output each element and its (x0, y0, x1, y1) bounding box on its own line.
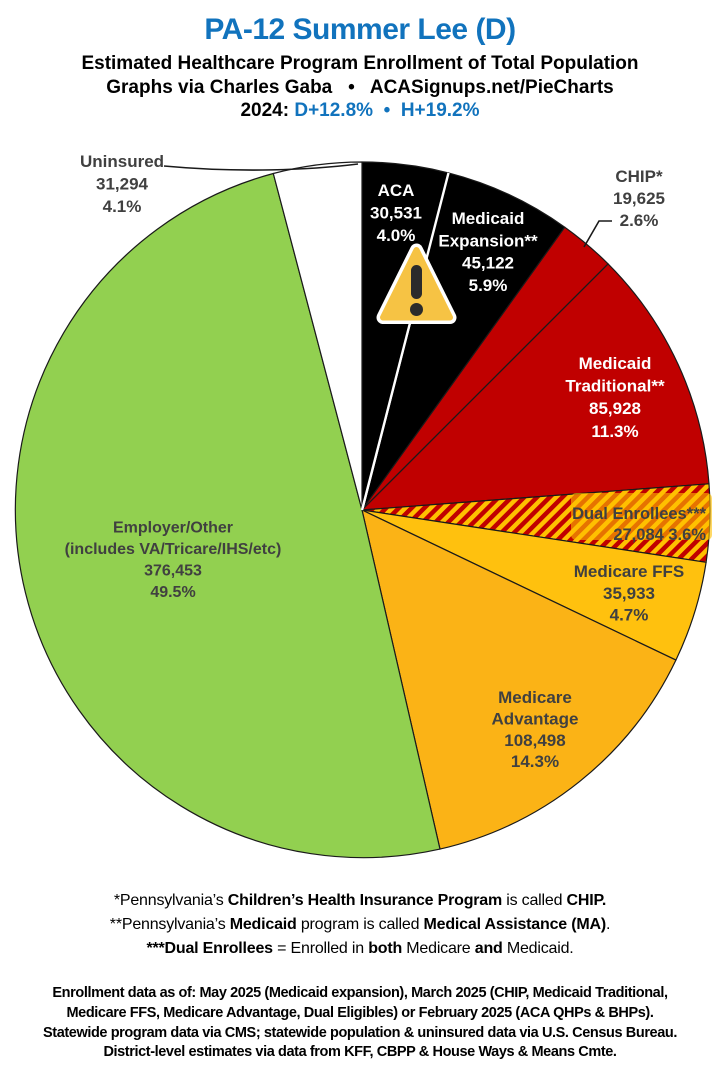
text-segment: 2024: (240, 100, 295, 121)
text-segment: Children’s Health Insurance Program (227, 892, 503, 909)
page-title: PA-12 Summer Lee (D) (204, 13, 516, 46)
text-segment: ***Dual Enrollees (146, 940, 273, 957)
text-segment: Medicaid. (502, 940, 574, 957)
pie-label-chip: CHIP* 19,625 2.6% (613, 167, 665, 230)
pie-label-medicaid-expansion: Medicaid Expansion** 45,122 5.9% (438, 209, 538, 295)
footnote-line: **Pennsylvania’s Medicaid program is cal… (0, 913, 720, 937)
text-segment: . (601, 892, 607, 909)
source-note-line: Enrollment data as of: May 2025 (Medicai… (52, 985, 668, 1001)
pie-label-aca: ACA 30,531 4.0% (370, 181, 422, 245)
text-segment: program is called (296, 916, 424, 933)
leader-line-chip (583, 220, 612, 248)
pie-slice-medicare-advantage (361, 509, 677, 850)
text-segment: Medical Assistance (MA) (423, 916, 607, 933)
footnote-line: *Pennsylvania’s Children’s Health Insura… (0, 889, 720, 913)
source-note: Enrollment data as of: May 2025 (Medicai… (0, 984, 720, 1063)
pie-label-medicare-ffs: Medicare FFS 35,933 4.7% (574, 562, 685, 625)
text-segment: • (373, 100, 401, 121)
leader-line-uninsured (163, 163, 359, 171)
text-segment: both (368, 940, 403, 957)
pie-label-dual-enrollees: Dual Enrollees*** 27,084 3.6% (572, 505, 706, 544)
text-segment: H+19.2% (400, 100, 480, 121)
pie-slice-uninsured (272, 161, 363, 511)
pie-label-medicaid-traditional: Medicaid Traditional** 85,928 11.3% (565, 354, 665, 441)
partisan-lean-line: 2024: D+12.8% • H+19.2% (0, 100, 720, 122)
text-segment: CHIP (566, 892, 603, 909)
text-segment: and (474, 940, 503, 957)
pie-label-medicare-advantage: Medicare Advantage 108,498 14.3% (492, 688, 579, 771)
text-segment: is called (502, 892, 567, 909)
source-note-line: Medicare FFS, Medicare Advantage, Dual E… (66, 1004, 654, 1021)
text-segment: **Pennsylvania’s (109, 916, 230, 933)
pie-label-employer-other: Employer/Other (includes VA/Tricare/IHS/e… (65, 520, 282, 601)
credit-line: Graphs via Charles Gaba • ACASignups.net… (106, 77, 614, 98)
chart-subtitle: Estimated Healthcare Program Enrollment … (81, 53, 639, 74)
source-note-line: District-level estimates via data from K… (103, 1044, 617, 1061)
text-segment: Medicare (402, 940, 475, 957)
text-segment: Medicaid (229, 916, 297, 933)
source-note-line: Statewide program data via CMS; statewid… (43, 1024, 677, 1041)
pie-slice-medicaid-expansion (361, 172, 566, 511)
text-segment: *Pennsylvania’s (113, 892, 228, 909)
warning-triangle-icon (362, 243, 457, 509)
text-segment: D+12.8% (294, 100, 374, 121)
text-segment: . (605, 916, 611, 933)
text-segment: = Enrolled in (272, 940, 369, 957)
footnotes: *Pennsylvania’s Children’s Health Insura… (0, 889, 720, 961)
pie-slice-medicaid-traditional (361, 263, 710, 511)
pie-label-uninsured: Uninsured 31,294 4.1% (80, 152, 164, 216)
footnote-line: ***Dual Enrollees = Enrolled in both Med… (0, 937, 720, 961)
dual-enrollees-label-box (571, 493, 712, 540)
pie-slice-employer-other (14, 172, 441, 859)
